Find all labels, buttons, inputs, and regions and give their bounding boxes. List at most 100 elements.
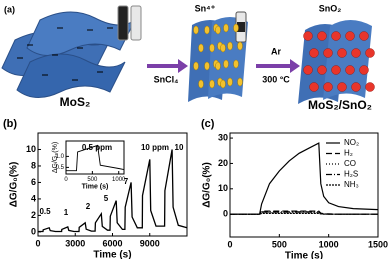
legend-label: H₂: [344, 149, 353, 158]
x-tick-label: 500: [87, 177, 98, 183]
legend-label: H₂S: [344, 170, 358, 179]
sno2-particle: [317, 65, 327, 75]
label: Sn⁴⁺: [195, 3, 216, 13]
sno2-particle: [365, 48, 375, 58]
sn-ion: [227, 77, 233, 87]
data-line: [230, 142, 379, 215]
label: SnO₂: [319, 3, 342, 13]
y-tick-label: 2: [31, 210, 36, 220]
sno2-particle: [337, 48, 347, 58]
y-tick-label: 10: [218, 183, 228, 193]
sno2-particle: [331, 31, 341, 41]
x-tick-label: 1000: [319, 239, 339, 249]
sno2-particle: [345, 65, 355, 75]
annotation: 1: [64, 208, 69, 217]
y-tick-label: 1.0: [56, 154, 65, 160]
sn-ion: [223, 23, 229, 33]
annotation: 10: [175, 143, 184, 152]
annotation: 2: [86, 202, 91, 211]
y-axis-label: ΔG/G₀(%): [9, 162, 20, 208]
vial-fill: [237, 22, 245, 32]
sn-ion: [193, 61, 199, 71]
sno2-particle: [317, 31, 327, 41]
sno2-particle: [309, 48, 319, 58]
x-tick-label: 1500: [368, 239, 388, 249]
y-tick-label: 30: [218, 132, 228, 142]
sno2-particle: [359, 65, 369, 75]
sno2-particle: [303, 31, 313, 41]
sno2-particle: [309, 82, 319, 92]
y-tick-label: 20: [218, 158, 228, 168]
sn-ion: [204, 25, 210, 35]
y-tick-label: 4: [31, 193, 36, 203]
data-line: [38, 149, 188, 233]
x-tick-label: 6000: [102, 238, 122, 248]
legend-label: NO₂: [344, 138, 359, 147]
y-tick-label: 6: [31, 177, 36, 187]
legend-label: CO: [344, 159, 356, 168]
x-tick-label: 1000: [112, 177, 126, 183]
sno2-particle: [351, 82, 361, 92]
label: SnCl₄: [154, 74, 179, 84]
annotation: 5: [104, 194, 109, 203]
x-tick-label: 0: [35, 238, 40, 248]
sn-ion: [204, 61, 210, 71]
y-axis-label: ΔG/G₀(%): [52, 142, 59, 173]
label: Ar: [271, 46, 281, 56]
sno2-particle: [365, 82, 375, 92]
y-axis-label: ΔG/G₀(%): [202, 162, 213, 208]
legend-label: NH₃: [344, 180, 359, 189]
annotation: 0.5: [39, 207, 51, 216]
panel-label: (a): [4, 4, 15, 14]
panel-label: (b): [3, 118, 17, 130]
y-tick-label: 0: [31, 226, 36, 236]
arrow: [256, 59, 300, 73]
vial: [130, 5, 142, 41]
panel-label: (c): [201, 118, 215, 130]
sno2-particle: [331, 65, 341, 75]
sn-ion: [233, 23, 239, 33]
x-axis-label: Time (s): [93, 250, 131, 259]
x-axis-label: Time (s): [82, 183, 109, 190]
sn-ion: [223, 59, 229, 69]
arrow: [147, 59, 188, 73]
sn-ion: [227, 41, 233, 51]
sn-ion: [215, 25, 221, 35]
sn-ion: [215, 61, 221, 71]
data-line: [66, 144, 125, 172]
y-tick-label: 8: [31, 160, 36, 170]
sn-ion: [198, 43, 204, 53]
schematic: (a) MoS₂ Sn⁴⁺ SnCl₄ Ar 300 °C SnO₂ MoS₂/…: [1, 3, 372, 112]
sn-ion: [237, 41, 243, 51]
x-tick-label: 9000: [140, 238, 160, 248]
mos2-sheet: [16, 53, 126, 98]
sno2-particle: [345, 31, 355, 41]
sn-ion: [237, 77, 243, 87]
x-axis-label: Time (s): [285, 251, 323, 259]
sn-ion: [233, 59, 239, 69]
sn-ion: [193, 25, 199, 35]
y-tick-label: 10: [26, 144, 36, 154]
sn-ion: [209, 43, 215, 53]
sn-ion: [198, 79, 204, 89]
label: MoS₂/SnO₂: [308, 98, 372, 112]
sno2-particle: [337, 82, 347, 92]
sn-ion: [220, 43, 226, 53]
y-tick-label: 0.5: [56, 165, 65, 171]
sno2-particle: [323, 48, 333, 58]
sno2-particle: [323, 82, 333, 92]
label: 300 °C: [262, 74, 290, 84]
sn-ion: [220, 79, 226, 89]
inset-title: 0.5 ppm: [82, 143, 112, 152]
sno2-particle: [303, 65, 313, 75]
annotation: 7: [124, 177, 129, 186]
x-tick-label: 0: [64, 177, 68, 183]
label: MoS₂: [60, 95, 91, 109]
sno2-particle: [351, 48, 361, 58]
x-tick-label: 0: [227, 239, 232, 249]
vial: [117, 5, 129, 41]
data-line: [230, 211, 378, 215]
x-tick-label: 3000: [65, 238, 85, 248]
y-tick-label: 0: [223, 209, 228, 219]
